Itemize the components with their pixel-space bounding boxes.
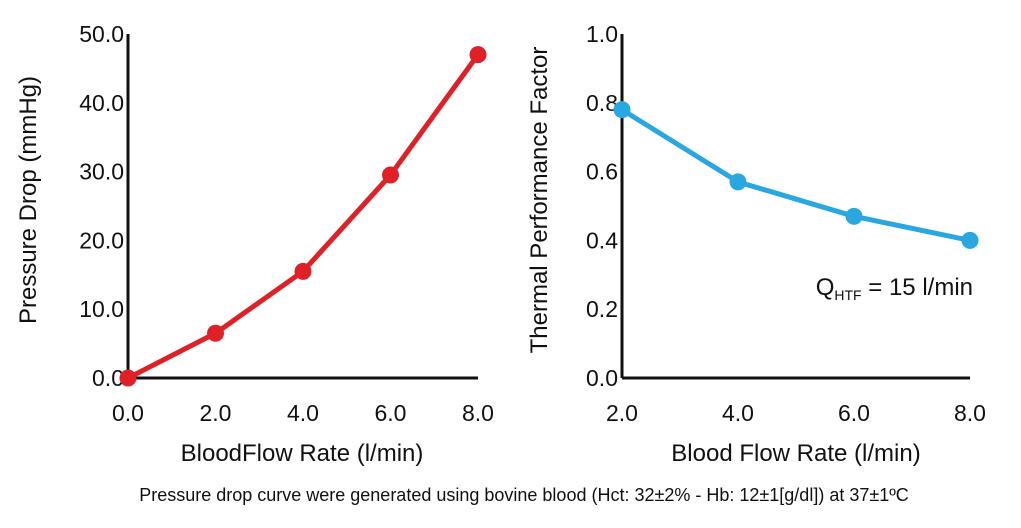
data-point bbox=[729, 173, 747, 191]
x-tick-label: 6.0 bbox=[375, 400, 407, 426]
data-point bbox=[613, 101, 631, 119]
chart-pressure-drop: Pressure Drop (mmHg) BloodFlow Rate (l/m… bbox=[15, 21, 494, 467]
right-plot-area: 0.0 0.2 0.4 0.6 0.8 1.0 2.0 4.0 6.0 8.0 bbox=[586, 21, 986, 426]
data-point bbox=[469, 46, 487, 64]
right-y-axis-label: Thermal Performance Factor bbox=[526, 47, 553, 354]
y-tick-label: 50.0 bbox=[79, 21, 124, 47]
data-point bbox=[119, 369, 137, 387]
y-tick-label: 0.0 bbox=[586, 365, 618, 391]
x-tick-label: 2.0 bbox=[200, 400, 232, 426]
x-tick-label: 6.0 bbox=[838, 400, 870, 426]
y-tick-label: 10.0 bbox=[79, 296, 124, 322]
y-tick-label: 0.8 bbox=[586, 90, 618, 116]
data-point bbox=[382, 166, 399, 184]
series-line bbox=[619, 107, 973, 243]
left-x-axis-label: BloodFlow Rate (l/min) bbox=[181, 440, 424, 467]
y-tick-label: 1.0 bbox=[586, 21, 618, 47]
y-tick-label: 40.0 bbox=[79, 90, 124, 116]
annotation-subscript: HTF bbox=[834, 287, 861, 303]
left-plot-area: 0.0 10.0 20.0 30.0 40.0 50.0 0.0 2.0 4.0 6.0 8.0 bbox=[79, 21, 494, 426]
x-tick-label: 4.0 bbox=[722, 400, 754, 426]
data-point bbox=[294, 262, 312, 280]
y-tick-label: 30.0 bbox=[79, 159, 124, 185]
y-tick-label: 0.0 bbox=[92, 365, 124, 391]
right-x-axis-label: Blood Flow Rate (l/min) bbox=[671, 440, 920, 467]
x-tick-label: 8.0 bbox=[462, 400, 494, 426]
x-tick-label: 2.0 bbox=[606, 400, 638, 426]
flow-annotation: QHTF = 15 l/min bbox=[816, 274, 973, 303]
data-point bbox=[961, 231, 979, 249]
x-tick-label: 0.0 bbox=[112, 400, 144, 426]
footnote: Pressure drop curve were generated using… bbox=[139, 485, 909, 505]
y-tick-label: 0.6 bbox=[586, 159, 618, 185]
chart-thermal-performance: Thermal Performance Factor Blood Flow Ra… bbox=[526, 21, 986, 467]
x-tick-label: 8.0 bbox=[954, 400, 986, 426]
y-tick-label: 0.2 bbox=[586, 296, 618, 322]
annotation-rest: = 15 l/min bbox=[862, 274, 973, 301]
y-tick-label: 0.4 bbox=[586, 227, 618, 253]
left-y-axis-label: Pressure Drop (mmHg) bbox=[15, 76, 42, 324]
annotation-main: Q bbox=[816, 274, 835, 301]
data-point bbox=[207, 324, 224, 342]
series-line bbox=[125, 52, 481, 381]
x-tick-label: 4.0 bbox=[287, 400, 319, 426]
data-point bbox=[845, 207, 863, 225]
y-tick-label: 20.0 bbox=[79, 227, 124, 253]
